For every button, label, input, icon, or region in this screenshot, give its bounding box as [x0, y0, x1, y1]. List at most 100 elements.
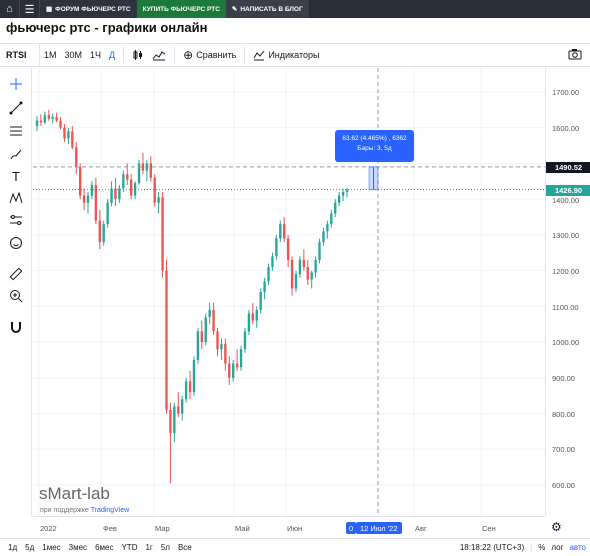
candle-body: [188, 381, 192, 393]
magnet-icon[interactable]: [8, 319, 24, 335]
forum-link[interactable]: ▦ ФОРУМ ФЬЮЧЕРС РТС: [40, 0, 137, 18]
candle-body: [283, 224, 286, 239]
candle-body: [337, 195, 341, 203]
crosshair-date-prefix: 0: [346, 522, 357, 534]
measure-tooltip-change: 63.62 (4.465%) , 6362: [342, 135, 407, 142]
range-5d[interactable]: 5д: [25, 542, 35, 552]
range-all[interactable]: Все: [177, 542, 192, 552]
candle-body: [149, 163, 152, 178]
chart-type-button[interactable]: [148, 49, 170, 61]
price-label: 900.00: [552, 374, 575, 383]
candle-body: [137, 163, 141, 184]
drawing-toolbar: T: [0, 68, 32, 516]
divider: [123, 47, 125, 63]
page-title: фьючерс ртс - графики онлайн: [6, 20, 208, 35]
trendline-icon[interactable]: [8, 100, 24, 116]
candle-body: [298, 259, 302, 275]
candle-body: [130, 179, 133, 196]
candle-body: [228, 363, 231, 378]
indicators-button[interactable]: Индикаторы: [249, 49, 323, 61]
candle-body: [204, 317, 207, 343]
candle-body: [169, 409, 172, 434]
candle-body: [59, 120, 62, 128]
brush-icon[interactable]: [8, 146, 24, 162]
timeframe-30m[interactable]: 30М: [64, 50, 83, 60]
range-3m[interactable]: 3мес: [68, 542, 88, 552]
fib-lines-icon[interactable]: [8, 123, 24, 139]
range-ytd[interactable]: YTD: [121, 542, 138, 552]
pattern-icon[interactable]: [8, 190, 24, 206]
price-label: 600.00: [552, 481, 575, 490]
candle-body: [345, 189, 349, 193]
percent-toggle[interactable]: %: [538, 543, 546, 552]
candle-body: [161, 197, 164, 271]
price-label: 1100.00: [552, 303, 579, 312]
candlestick-chart[interactable]: [33, 68, 545, 516]
range-6m[interactable]: 6мес: [95, 542, 114, 552]
candle-body: [141, 163, 145, 171]
auto-toggle[interactable]: авто: [569, 543, 586, 552]
candle-body: [212, 309, 215, 332]
candle-body: [208, 309, 211, 318]
crosshair-date-tag: 12 Июл '22: [356, 522, 402, 534]
text-icon[interactable]: T: [12, 168, 20, 184]
price-axis[interactable]: 1700.00 1600.00 1400.00 1300.00 1200.00 …: [545, 68, 590, 516]
price-chart[interactable]: 63.62 (4.465%) , 6362 Бары: 3, 5д sMart-…: [33, 68, 545, 516]
measure-tooltip-bars: Бары: 3, 5д: [357, 145, 392, 152]
last-price-tag: 1426.90: [546, 185, 590, 196]
candle-body: [82, 195, 86, 203]
bottom-right-controls: 18:18:22 (UTC+3) | % лог авто: [460, 539, 586, 556]
time-axis[interactable]: 2022 Фев Мар Май Июн Авг Сен 0 12 Июл '2…: [33, 516, 545, 538]
price-label: 1400.00: [552, 196, 580, 205]
chart-toolbar: RTSI 1М 30М 1Ч Д ⊕ Сравнить Индикаторы: [0, 43, 590, 67]
home-icon[interactable]: ⌂: [0, 0, 20, 18]
candle-body: [306, 267, 309, 280]
time-label: Мар: [155, 524, 170, 533]
symbol-search[interactable]: RTSI: [0, 44, 40, 66]
divider: [174, 47, 176, 63]
forum-link-label: ФОРУМ ФЬЮЧЕРС РТС: [55, 5, 131, 13]
buy-futures-link[interactable]: КУПИТЬ ФЬЮЧЕРС РТС: [136, 0, 226, 18]
gear-icon[interactable]: ⚙: [551, 520, 562, 534]
clock-time[interactable]: 18:18:22 (UTC+3): [459, 543, 525, 552]
candle-body: [318, 242, 321, 260]
buy-futures-label: КУПИТЬ ФЬЮЧЕРС РТС: [142, 5, 220, 13]
candle-body: [173, 406, 176, 434]
range-1y[interactable]: 1г: [145, 542, 153, 552]
tradingview-link[interactable]: TradingView: [90, 507, 130, 514]
candle-body: [263, 281, 266, 293]
area-chart-icon: [152, 51, 166, 61]
zoom-in-icon[interactable]: [8, 288, 24, 304]
time-label: Июн: [287, 524, 303, 533]
timeframe-1h[interactable]: 1Ч: [90, 50, 102, 60]
candles-icon: [133, 50, 143, 60]
plus-circle-icon: ⊕: [183, 48, 194, 62]
candle-body: [192, 359, 196, 393]
divider: [244, 47, 246, 63]
candle-body: [255, 309, 258, 321]
ruler-icon[interactable]: [8, 266, 24, 282]
prediction-icon[interactable]: [8, 212, 24, 228]
menu-icon[interactable]: ☰: [20, 0, 40, 18]
candle-body: [267, 267, 270, 282]
timeframe-1m[interactable]: 1М: [44, 50, 57, 60]
candle-body: [98, 220, 101, 243]
range-5y[interactable]: 5л: [160, 542, 170, 552]
price-label: 800.00: [552, 410, 575, 419]
time-label: Сен: [482, 524, 496, 533]
write-blog-link[interactable]: ✎ НАПИСАТЬ В БЛОГ: [225, 0, 309, 18]
candle-body: [75, 147, 78, 168]
camera-icon[interactable]: [568, 48, 582, 62]
compare-button[interactable]: ⊕ Сравнить: [179, 48, 240, 62]
candle-body: [243, 331, 247, 350]
candle-body: [302, 259, 306, 268]
log-toggle[interactable]: лог: [551, 543, 564, 552]
timeframe-d[interactable]: Д: [109, 50, 116, 60]
emoji-icon[interactable]: [8, 235, 24, 251]
range-1d[interactable]: 1д: [8, 542, 18, 552]
candle-body: [43, 115, 47, 123]
range-1m[interactable]: 1мес: [42, 542, 61, 552]
picture-icon: ▦: [46, 6, 53, 13]
crosshair-icon[interactable]: [8, 76, 24, 92]
candles-style-button[interactable]: [128, 49, 148, 61]
